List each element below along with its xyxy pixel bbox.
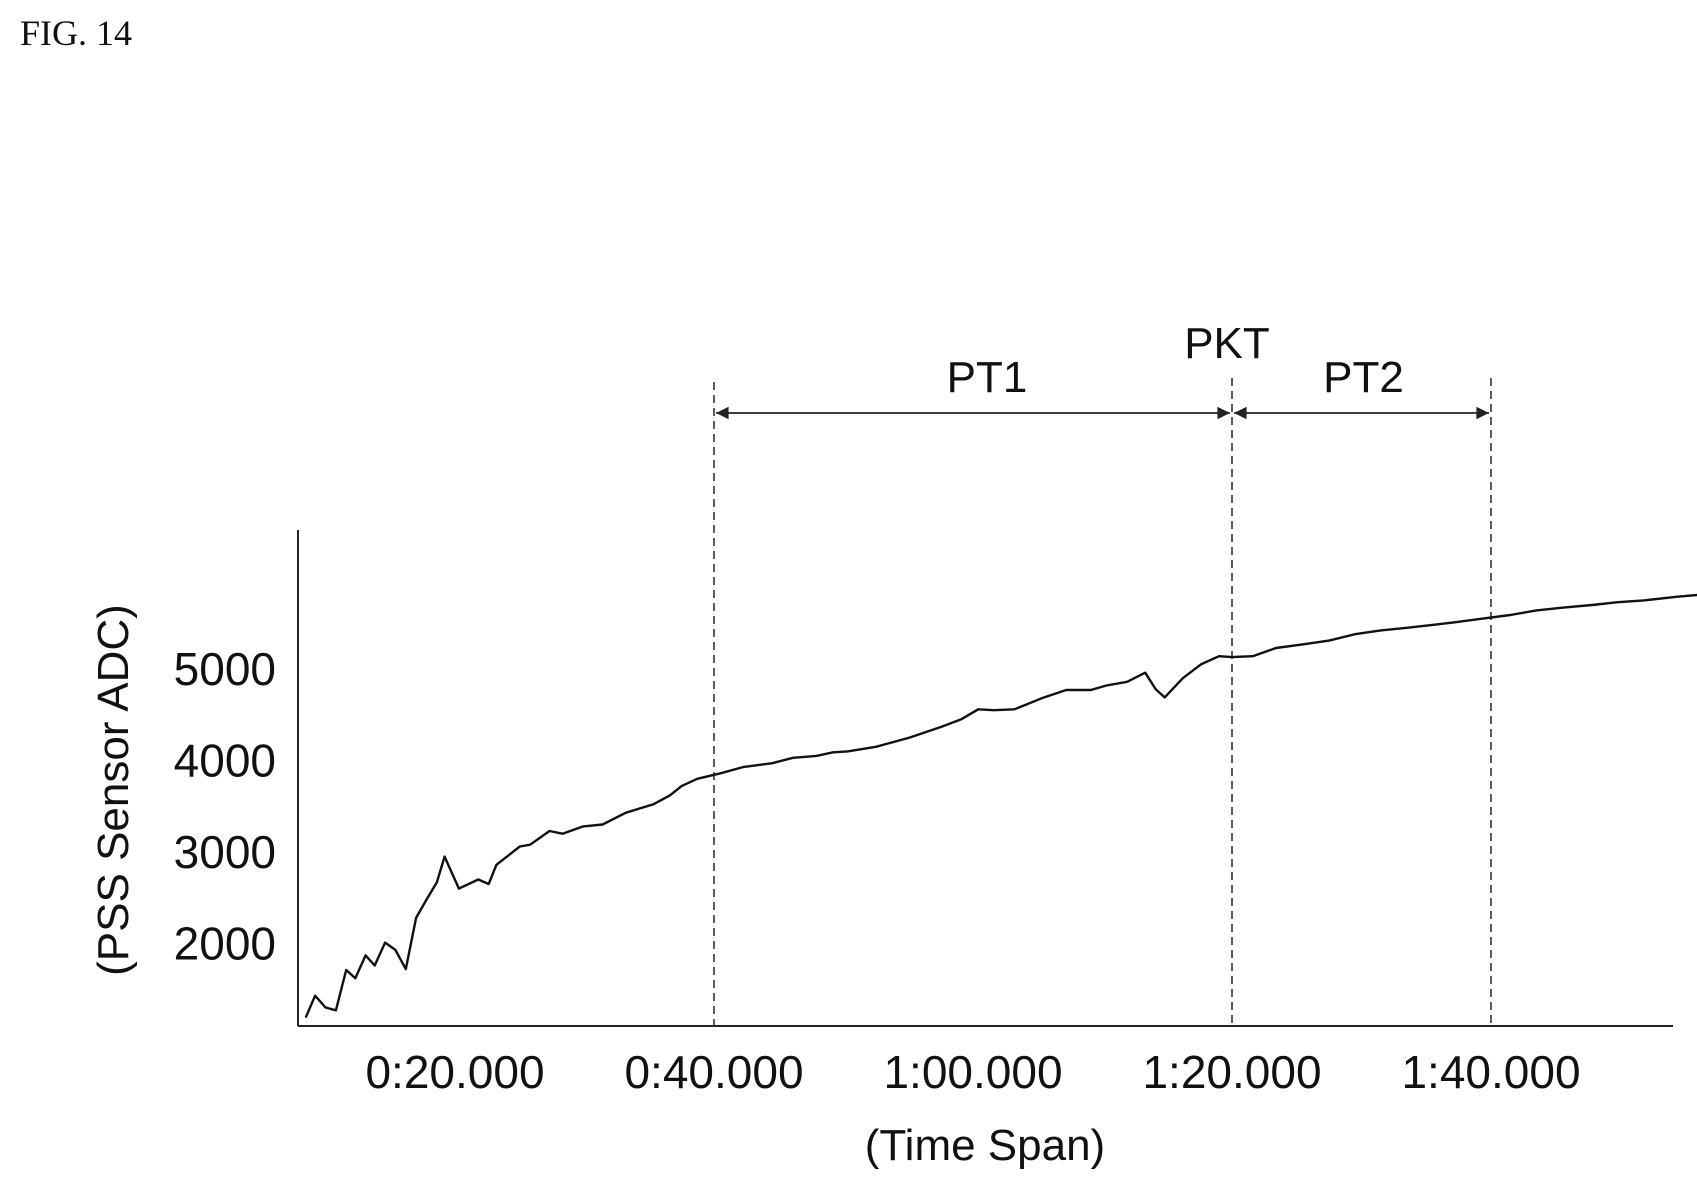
y-tick-label: 5000 [174, 643, 276, 695]
series-line [304, 593, 1697, 1018]
x-tick-label: 1:40.000 [1401, 1046, 1580, 1098]
y-tick-label: 2000 [174, 918, 276, 970]
y-tick-label: 3000 [174, 826, 276, 878]
pt1-label: PT1 [947, 353, 1028, 402]
pkt-label: PKT [1184, 319, 1270, 368]
x-tick-label: 0:20.000 [365, 1046, 544, 1098]
y-axis-label: (PSS Sensor ADC) [89, 604, 138, 976]
pt2-label: PT2 [1323, 353, 1404, 402]
x-tick-label: 1:00.000 [883, 1046, 1062, 1098]
x-tick-label: 1:20.000 [1142, 1046, 1321, 1098]
x-tick-label: 0:40.000 [624, 1046, 803, 1098]
y-tick-label: 4000 [174, 735, 276, 787]
axes [297, 530, 1673, 1027]
x-axis-label: (Time Span) [865, 1121, 1105, 1170]
tick-labels: 0:20.000 0:40.000 1:00.000 1:20.000 1:40.000… [174, 643, 1581, 1098]
annotations: PT1 PT2 PKT [715, 319, 1489, 420]
series-group [304, 593, 1697, 1018]
reference-lines [713, 378, 1492, 1026]
figure-label: FIG. 14 [20, 13, 133, 53]
